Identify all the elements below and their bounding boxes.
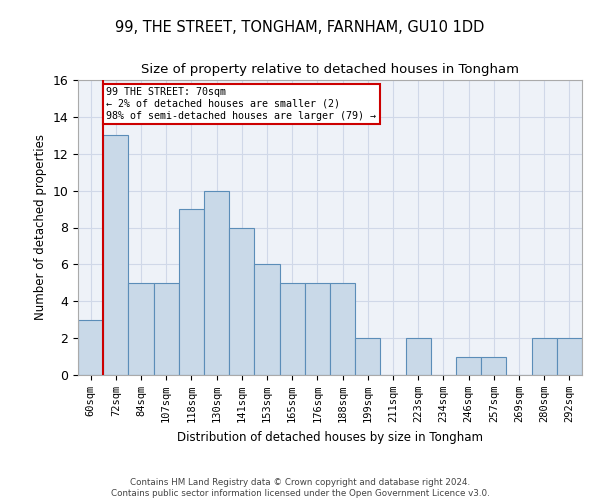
- Text: 99, THE STREET, TONGHAM, FARNHAM, GU10 1DD: 99, THE STREET, TONGHAM, FARNHAM, GU10 1…: [115, 20, 485, 35]
- Bar: [532, 338, 557, 375]
- Bar: [305, 283, 330, 375]
- Bar: [481, 356, 506, 375]
- Bar: [557, 338, 582, 375]
- Bar: [406, 338, 431, 375]
- Text: 99 THE STREET: 70sqm
← 2% of detached houses are smaller (2)
98% of semi-detache: 99 THE STREET: 70sqm ← 2% of detached ho…: [106, 88, 376, 120]
- Bar: [128, 283, 154, 375]
- X-axis label: Distribution of detached houses by size in Tongham: Distribution of detached houses by size …: [177, 430, 483, 444]
- Bar: [254, 264, 280, 375]
- Bar: [103, 136, 128, 375]
- Bar: [179, 209, 204, 375]
- Bar: [204, 190, 229, 375]
- Bar: [78, 320, 103, 375]
- Bar: [456, 356, 481, 375]
- Bar: [280, 283, 305, 375]
- Text: Contains HM Land Registry data © Crown copyright and database right 2024.
Contai: Contains HM Land Registry data © Crown c…: [110, 478, 490, 498]
- Bar: [229, 228, 254, 375]
- Title: Size of property relative to detached houses in Tongham: Size of property relative to detached ho…: [141, 63, 519, 76]
- Y-axis label: Number of detached properties: Number of detached properties: [34, 134, 47, 320]
- Bar: [330, 283, 355, 375]
- Bar: [355, 338, 380, 375]
- Bar: [154, 283, 179, 375]
